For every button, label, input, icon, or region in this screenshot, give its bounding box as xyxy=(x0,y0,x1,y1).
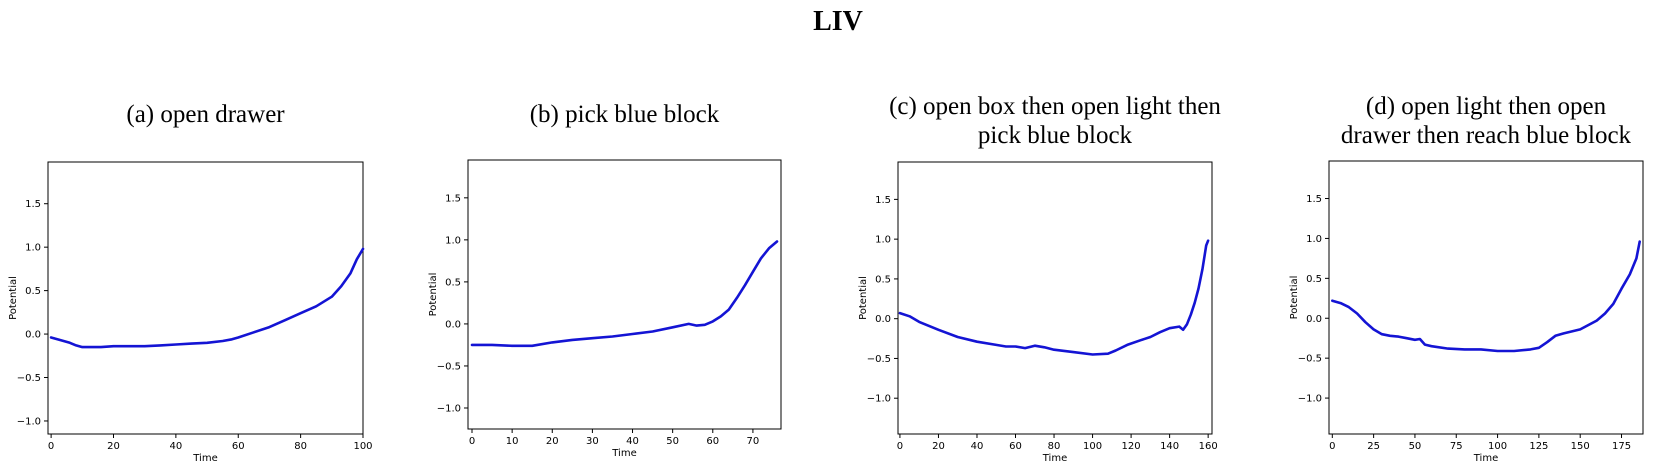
axes-frame xyxy=(897,161,1213,435)
y-tick-label: −1.0 xyxy=(867,394,891,405)
x-tick-label: 75 xyxy=(1450,441,1463,452)
y-tick-label: −0.5 xyxy=(437,361,461,372)
y-tick-label: −1.0 xyxy=(437,403,461,414)
y-tick-label: 1.0 xyxy=(25,243,41,254)
x-tick-label: 80 xyxy=(294,441,307,452)
y-tick-label: 1.5 xyxy=(875,195,891,206)
y-tick-label: 0.5 xyxy=(1306,274,1322,285)
x-tick-label: 0 xyxy=(469,436,475,447)
x-tick-label: 40 xyxy=(626,436,639,447)
x-tick-label: 100 xyxy=(1488,441,1507,452)
x-tick-label: 120 xyxy=(1122,441,1141,452)
axes-frame xyxy=(47,161,364,435)
series-line xyxy=(898,239,1210,356)
x-tick-label: 80 xyxy=(1048,441,1061,452)
subplot-title: (a) open drawer xyxy=(126,101,285,128)
y-tick-label: 1.0 xyxy=(1306,234,1322,245)
series-line xyxy=(49,247,365,349)
x-tick-label: 20 xyxy=(107,441,120,452)
x-axis-label: Time xyxy=(611,448,636,459)
chart-panel: (b) pick blue block 0 10 20 30 40 50 60 70 −1.0 −0… xyxy=(428,101,782,459)
x-tick-label: 140 xyxy=(1160,441,1179,452)
x-tick-label: 0 xyxy=(897,441,903,452)
y-tick-label: 0.5 xyxy=(875,274,891,285)
y-tick-label: 1.0 xyxy=(445,235,461,246)
subplot-title: (d) open light then open xyxy=(1366,93,1607,120)
x-tick-label: 60 xyxy=(232,441,245,452)
y-axis-label: Potential xyxy=(1289,276,1300,320)
y-tick-label: −1.0 xyxy=(1298,394,1322,405)
y-tick-label: 1.5 xyxy=(1306,194,1322,205)
x-tick-label: 0 xyxy=(48,441,54,452)
y-tick-label: 1.0 xyxy=(875,235,891,246)
x-tick-label: 30 xyxy=(586,436,599,447)
y-tick-label: 1.5 xyxy=(25,199,41,210)
series-line xyxy=(1331,240,1641,353)
x-tick-label: 40 xyxy=(170,441,183,452)
y-tick-label: −1.0 xyxy=(17,416,41,427)
y-tick-label: 0.0 xyxy=(445,319,461,330)
y-tick-label: 0.0 xyxy=(875,314,891,325)
y-tick-label: −0.5 xyxy=(17,373,41,384)
y-axis-label: Potential xyxy=(8,276,19,320)
subplot-title: (c) open box then open light then xyxy=(889,93,1221,120)
x-tick-label: 50 xyxy=(1409,441,1422,452)
x-axis-label: Time xyxy=(1042,453,1067,464)
chart-panel: (a) open drawer 0 20 40 60 80 100 −1.0 −0.5 0.0 0.… xyxy=(8,101,373,464)
y-tick-label: 0.0 xyxy=(1306,314,1322,325)
y-tick-label: 0.5 xyxy=(25,286,41,297)
subplot-title: drawer then reach blue block xyxy=(1341,122,1632,149)
subplot-title: (b) pick blue block xyxy=(530,101,720,128)
figure-title: LIV xyxy=(813,6,863,37)
x-tick-label: 70 xyxy=(747,436,760,447)
axes-frame xyxy=(467,159,782,430)
x-tick-label: 40 xyxy=(971,441,984,452)
x-tick-label: 60 xyxy=(1009,441,1022,452)
y-tick-label: −0.5 xyxy=(867,354,891,365)
subplot-title: pick blue block xyxy=(978,122,1133,149)
x-tick-label: 20 xyxy=(932,441,945,452)
y-axis-label: Potential xyxy=(858,276,869,320)
x-tick-label: 100 xyxy=(1083,441,1102,452)
x-axis-label: Time xyxy=(1473,453,1498,464)
x-tick-label: 175 xyxy=(1612,441,1631,452)
x-tick-label: 20 xyxy=(546,436,559,447)
x-tick-label: 125 xyxy=(1529,441,1548,452)
y-tick-label: −0.5 xyxy=(1298,354,1322,365)
x-tick-label: 150 xyxy=(1571,441,1590,452)
x-tick-label: 60 xyxy=(706,436,719,447)
series-line xyxy=(470,240,779,348)
x-axis-label: Time xyxy=(192,453,217,464)
y-axis-label: Potential xyxy=(428,273,439,317)
x-tick-label: 25 xyxy=(1367,441,1380,452)
x-tick-label: 160 xyxy=(1199,441,1218,452)
y-tick-label: 0.5 xyxy=(445,277,461,288)
y-tick-label: 1.5 xyxy=(445,193,461,204)
y-tick-label: 0.0 xyxy=(25,330,41,341)
x-tick-label: 10 xyxy=(506,436,519,447)
x-tick-label: 100 xyxy=(353,441,372,452)
axes-frame xyxy=(1328,160,1644,435)
x-tick-label: 50 xyxy=(666,436,679,447)
x-tick-label: 0 xyxy=(1329,441,1335,452)
